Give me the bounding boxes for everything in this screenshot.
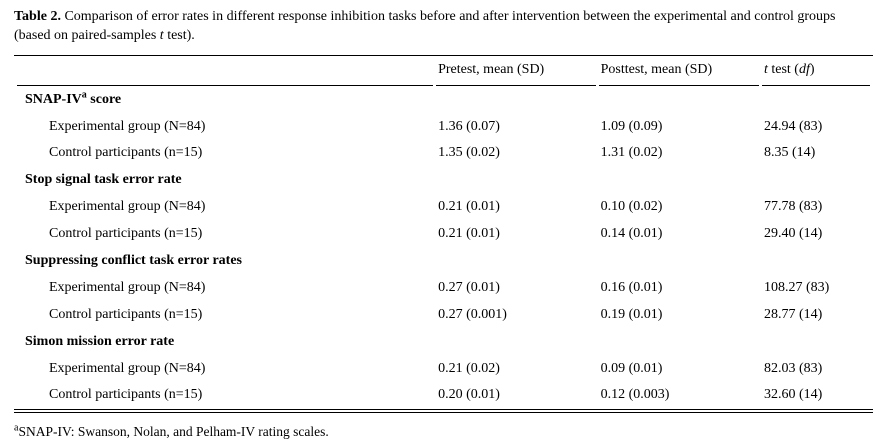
cell-posttest: 0.09 (0.01): [600, 360, 663, 376]
cell-posttest: 1.09 (0.09): [600, 118, 663, 134]
ttest-close: ): [809, 61, 815, 77]
footnote: aSNAP-IV: Swanson, Nolan, and Pelham-IV …: [14, 422, 873, 440]
col-header-stub: [17, 56, 434, 87]
cell-ttest: 77.78 (83): [763, 199, 823, 215]
table-bottom-double-rule: [14, 408, 873, 414]
cell-posttest: 1.31 (0.02): [600, 145, 663, 161]
section-title: SNAP-IVa score: [17, 86, 870, 113]
row-label: Control participants (n=15): [49, 145, 203, 161]
header-row: Pretest, mean (SD) Posttest, mean (SD) t…: [17, 56, 870, 87]
cell-ttest: 32.60 (14): [763, 387, 823, 403]
col-header-posttest: Posttest, mean (SD): [598, 56, 759, 87]
section-row-stop-signal: Stop signal task error rate: [17, 167, 870, 194]
cell-posttest: 0.19 (0.01): [600, 306, 663, 322]
section-row-simon: Simon mission error rate: [17, 328, 870, 355]
cell-ttest: 108.27 (83): [763, 279, 830, 295]
ttest-italic-df: df: [798, 61, 810, 77]
section-title-text: Stop signal task error rate: [25, 172, 182, 188]
table-row: Control participants (n=15) 0.20 (0.01) …: [17, 382, 870, 409]
row-label: Experimental group (N=84): [49, 360, 206, 376]
row-label: Control participants (n=15): [49, 387, 203, 403]
section-title-text: Simon mission error rate: [25, 333, 175, 349]
table-row: Experimental group (N=84) 0.21 (0.02) 0.…: [17, 355, 870, 382]
cell-pretest: 0.21 (0.01): [438, 199, 500, 215]
section-title-rest: score: [86, 91, 122, 107]
section-title: Stop signal task error rate: [17, 167, 870, 194]
caption-tail: test).: [163, 27, 195, 43]
caption-italic-t: t: [159, 27, 164, 43]
table-caption: Table 2. Comparison of error rates in di…: [14, 8, 870, 45]
cell-posttest: 0.14 (0.01): [600, 226, 663, 242]
section-row-snap: SNAP-IVa score: [17, 86, 870, 113]
row-label: Control participants (n=15): [49, 226, 203, 242]
caption-text: Comparison of error rates in different r…: [14, 9, 836, 43]
cell-pretest: 0.27 (0.001): [438, 306, 507, 322]
cell-ttest: 29.40 (14): [763, 226, 823, 242]
section-title-sup: a: [81, 89, 87, 100]
table-top-rule: [14, 55, 873, 57]
cell-pretest: 1.35 (0.02): [438, 145, 500, 161]
footnote-text: SNAP-IV: Swanson, Nolan, and Pelham-IV r…: [18, 424, 329, 440]
cell-pretest: 0.21 (0.01): [438, 226, 500, 242]
section-row-suppressing-conflict: Suppressing conflict task error rates: [17, 248, 870, 275]
footnote-marker: a: [14, 422, 19, 434]
cell-ttest: 8.35 (14): [763, 145, 816, 161]
section-title: Simon mission error rate: [17, 328, 870, 355]
cell-pretest: 1.36 (0.07): [438, 118, 500, 134]
row-label: Experimental group (N=84): [49, 279, 206, 295]
section-title-text: SNAP-IV: [25, 91, 82, 107]
table-row: Control participants (n=15) 1.35 (0.02) …: [17, 140, 870, 167]
table-row: Experimental group (N=84) 1.36 (0.07) 1.…: [17, 113, 870, 140]
cell-posttest: 0.10 (0.02): [600, 199, 663, 215]
section-title: Suppressing conflict task error rates: [17, 248, 870, 275]
cell-ttest: 28.77 (14): [763, 306, 823, 322]
row-label: Experimental group (N=84): [49, 118, 206, 134]
comparison-table: Pretest, mean (SD) Posttest, mean (SD) t…: [14, 56, 873, 409]
cell-posttest: 0.16 (0.01): [600, 279, 663, 295]
table-row: Experimental group (N=84) 0.27 (0.01) 0.…: [17, 274, 870, 301]
table-row: Experimental group (N=84) 0.21 (0.01) 0.…: [17, 194, 870, 221]
table-row: Control participants (n=15) 0.27 (0.001)…: [17, 301, 870, 328]
col-header-ttest: t test (df): [761, 56, 870, 87]
row-label: Control participants (n=15): [49, 306, 203, 322]
cell-pretest: 0.20 (0.01): [438, 387, 500, 403]
section-title-text: Suppressing conflict task error rates: [25, 253, 242, 268]
cell-ttest: 24.94 (83): [763, 118, 823, 134]
ttest-italic-t: t: [763, 61, 768, 77]
row-label: Experimental group (N=84): [49, 199, 206, 215]
caption-label: Table 2.: [14, 9, 61, 24]
ttest-mid: test (: [767, 61, 799, 77]
cell-pretest: 0.21 (0.02): [438, 360, 500, 376]
table-row: Control participants (n=15) 0.21 (0.01) …: [17, 221, 870, 248]
col-header-pretest: Pretest, mean (SD): [436, 56, 596, 87]
cell-pretest: 0.27 (0.01): [438, 279, 500, 295]
cell-ttest: 82.03 (83): [763, 360, 823, 376]
cell-posttest: 0.12 (0.003): [600, 387, 670, 403]
